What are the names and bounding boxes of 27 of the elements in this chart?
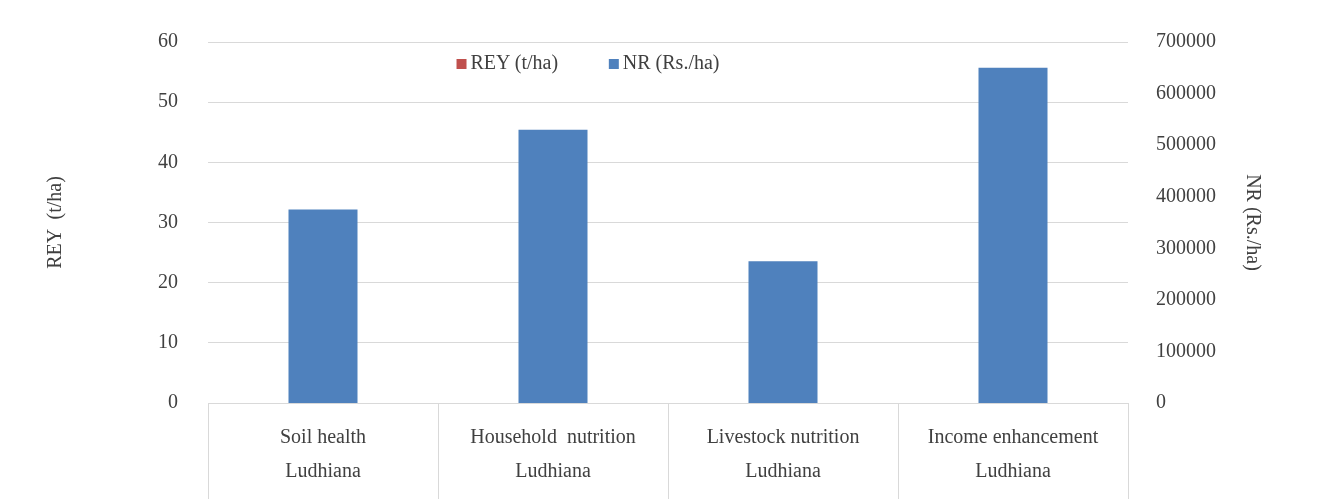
y-axis-title: REY (t/ha) [43,176,67,269]
y2-tick-label: 0 [1156,390,1166,413]
y2-tick-label: 400000 [1156,183,1216,206]
legend-label: REY (t/ha) [470,51,559,75]
y2-tick-label: 600000 [1156,80,1216,103]
bar [518,129,588,403]
y2-tick-label: 300000 [1156,235,1216,258]
y-tick-label: 60 [158,29,178,52]
y2-tick-label: 700000 [1156,29,1216,52]
x-tick-label: Soil health Ludhiana [279,425,367,482]
bar [978,67,1048,403]
y2-tick-label: 500000 [1156,132,1216,155]
y2-axis-title: NR (Rs./ha) [1241,174,1265,271]
bar [288,209,358,403]
y-tick-label: 50 [158,89,178,112]
x-tick-label: Income enhancement Ludhiana [927,425,1099,482]
y-tick-label: 40 [158,149,178,172]
bar [748,261,818,403]
x-tick-label: Household nutrition Ludhiana [470,425,636,482]
y2-tick-label: 100000 [1156,338,1216,361]
y-tick-label: 30 [158,209,178,232]
x-tick-label: Livestock nutrition Ludhiana [706,425,860,482]
y-tick-label: 0 [168,390,178,413]
y-tick-label: 10 [158,330,178,353]
y-tick-label: 20 [158,269,178,292]
legend-label: NR (Rs./ha) [622,51,720,75]
y2-tick-label: 200000 [1156,287,1216,310]
